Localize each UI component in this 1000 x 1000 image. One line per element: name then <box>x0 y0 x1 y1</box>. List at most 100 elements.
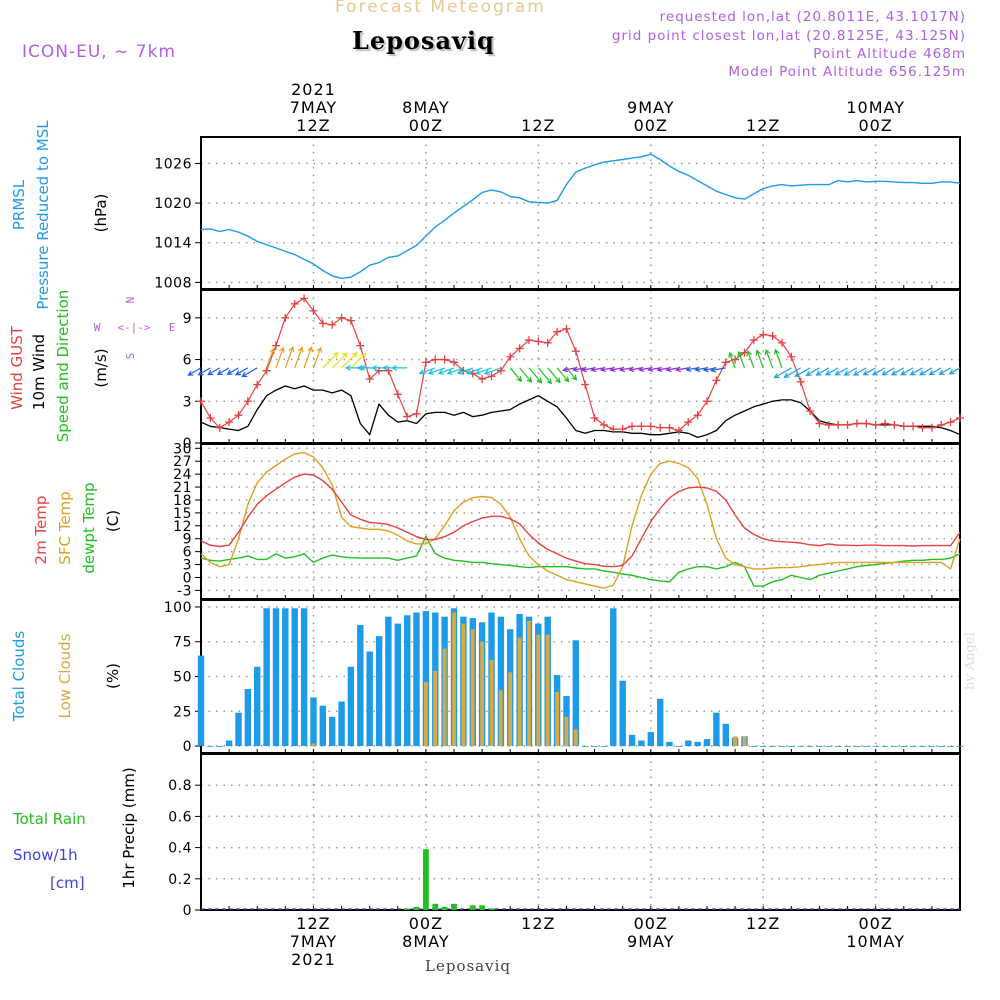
temp-label-2m: 2m Temp <box>32 496 50 565</box>
gust-marker <box>506 352 515 361</box>
time-label-top: 7MAY <box>290 98 337 117</box>
gust-marker <box>534 337 543 346</box>
y-tick-label: 3 <box>183 558 192 574</box>
gust-marker <box>300 294 309 303</box>
wind-label-direction: Speed and Direction <box>54 290 72 443</box>
total-cloud-bar <box>778 746 786 747</box>
y-tick-label: 15 <box>173 506 192 522</box>
total-cloud-bar <box>853 746 861 747</box>
rain-bar <box>423 849 429 910</box>
total-cloud-bar <box>413 612 420 746</box>
wind-direction-arrow <box>599 366 614 373</box>
wind-direction-arrow <box>509 367 523 383</box>
total-cloud-bar <box>610 608 617 746</box>
total-cloud-bar <box>825 746 832 747</box>
wind-direction-arrow <box>322 351 339 369</box>
time-label-bottom: 10MAY <box>846 932 905 951</box>
gust-marker <box>215 423 224 432</box>
total-cloud-bar <box>404 615 411 746</box>
total-cloud-bar <box>216 746 223 747</box>
precip-label-snow: Snow/1h <box>13 846 78 864</box>
gust-marker <box>956 413 964 422</box>
y-tick-label: 50 <box>173 670 192 686</box>
gust-marker <box>909 422 918 431</box>
wind-direction-arrow <box>437 367 455 375</box>
total-cloud-bar <box>272 608 280 746</box>
total-cloud-bar <box>872 746 879 747</box>
gust-marker <box>693 411 702 420</box>
total-cloud-bar <box>244 689 252 746</box>
y-tick-label: 1008 <box>154 275 192 291</box>
wind-direction-arrow <box>266 347 275 369</box>
total-cloud-bar <box>685 740 692 747</box>
y-tick-label: 0 <box>183 436 192 452</box>
total-cloud-bar <box>338 701 345 746</box>
gust-marker <box>412 409 421 418</box>
wind-direction-arrow <box>465 367 483 375</box>
gust-marker <box>768 331 777 340</box>
gust-marker <box>599 420 608 429</box>
wind-direction-arrow <box>537 367 553 385</box>
time-label-bottom: 8MAY <box>402 932 449 951</box>
wind-direction-arrow <box>852 367 867 376</box>
rain-bar <box>404 908 410 910</box>
wind-direction-arrow <box>805 367 820 376</box>
wind-direction-arrow <box>456 367 473 375</box>
total-cloud-bar <box>928 746 936 747</box>
gust-marker <box>881 419 890 428</box>
total-cloud-bar <box>863 746 870 747</box>
y-tick-label: 100 <box>164 600 192 616</box>
model-point-altitude: Model Point Altitude 656.125m <box>728 64 966 80</box>
time-label-top: 10MAY <box>846 98 905 117</box>
compass-east: E <box>169 321 176 334</box>
gust-marker <box>253 380 262 389</box>
gust-marker <box>290 299 299 308</box>
gust-marker <box>281 313 290 322</box>
gust-marker <box>637 422 646 431</box>
gust-marker <box>871 420 880 429</box>
wind-direction-arrow <box>764 348 774 369</box>
wind-direction-arrow <box>446 367 464 375</box>
total-cloud-bar <box>347 666 355 747</box>
time-label-bottom: 00Z <box>409 914 443 933</box>
total-cloud-bar <box>282 608 289 746</box>
total-cloud-bar <box>919 746 926 747</box>
low-cloud-bar <box>470 629 475 746</box>
gust-marker <box>937 420 946 429</box>
low-cloud-bar <box>480 641 484 746</box>
time-label-bottom: 00Z <box>859 914 893 933</box>
low-cloud-bar <box>424 682 428 747</box>
gust-marker <box>197 397 205 406</box>
wind-direction-arrow <box>562 366 576 373</box>
total-cloud-bar <box>422 611 430 746</box>
total-cloud-bar <box>938 746 945 747</box>
time-label-top: 12Z <box>521 116 555 135</box>
wind-direction-arrow <box>284 346 295 369</box>
rain-bar <box>451 903 457 910</box>
y-tick-label: 1014 <box>154 236 192 252</box>
wind-direction-arrow <box>483 367 502 375</box>
gust-marker <box>225 418 234 427</box>
wind-ylabel: (m/s) <box>92 348 110 387</box>
y-tick-label: 0 <box>183 739 192 755</box>
wind-direction-arrow <box>774 348 783 369</box>
gust-marker <box>609 425 618 434</box>
total-cloud-bar <box>497 616 505 747</box>
gust-marker <box>440 355 449 364</box>
low-cloud-bar <box>452 612 456 746</box>
gust-marker <box>271 341 280 350</box>
compass-north: N <box>124 297 137 304</box>
panel-frame-pressure <box>200 136 961 290</box>
y-tick-label: 25 <box>173 704 192 720</box>
wind-direction-arrow <box>737 350 746 369</box>
time-label-bottom: 7MAY <box>290 932 337 951</box>
total-cloud-bar <box>263 608 270 746</box>
gust-marker <box>524 336 533 345</box>
y-tick-label: 9 <box>183 311 192 327</box>
gust-marker <box>403 412 412 421</box>
wind-direction-arrow <box>919 367 933 376</box>
gust-marker <box>890 420 899 429</box>
low-cloud-bar <box>573 729 578 747</box>
total-cloud-bar <box>694 741 701 747</box>
